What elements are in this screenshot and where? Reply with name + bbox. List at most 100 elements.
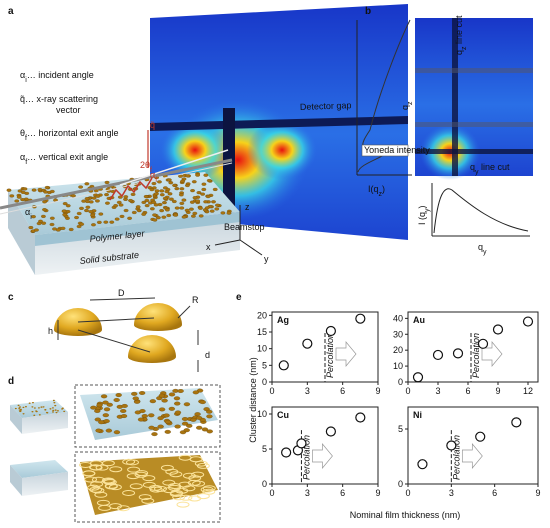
y-tick-label: 40 bbox=[393, 313, 403, 323]
cluster bbox=[129, 483, 143, 490]
cluster bbox=[84, 476, 98, 483]
nanoparticle bbox=[28, 226, 34, 230]
arrow bbox=[312, 443, 333, 469]
nanoparticle bbox=[18, 407, 21, 409]
cluster bbox=[162, 479, 176, 486]
nanoparticle bbox=[51, 411, 54, 413]
point bbox=[325, 325, 336, 337]
nanoparticle bbox=[149, 399, 156, 404]
nanoparticle bbox=[201, 427, 209, 432]
angle-label: αi bbox=[25, 207, 32, 221]
scatter-spot bbox=[247, 120, 317, 180]
point bbox=[492, 324, 504, 335]
nanoparticle bbox=[28, 402, 31, 404]
nanoparticle bbox=[190, 189, 195, 193]
nanoparticle bbox=[78, 185, 83, 189]
nanoparticle bbox=[168, 181, 174, 185]
y-tick-label: 0 bbox=[262, 377, 267, 387]
subscript: f bbox=[155, 177, 157, 184]
nanoparticle bbox=[179, 206, 185, 210]
nanoparticle bbox=[206, 179, 212, 183]
nanoparticle bbox=[41, 214, 46, 218]
axis-label: I(qz) bbox=[368, 184, 385, 198]
chart-title: Au bbox=[413, 315, 425, 325]
nanoparticle bbox=[195, 199, 201, 203]
nanoparticle bbox=[195, 415, 203, 420]
subscript: z bbox=[461, 46, 468, 50]
point bbox=[355, 313, 366, 324]
symbol: q̃ bbox=[150, 120, 155, 130]
y-tick-label: 10 bbox=[257, 344, 267, 354]
nanoparticle bbox=[33, 414, 36, 417]
cluster bbox=[91, 487, 105, 494]
nanoparticle bbox=[185, 174, 191, 178]
cluster bbox=[188, 475, 202, 482]
nanoparticle bbox=[62, 202, 68, 206]
nanoparticle bbox=[118, 203, 124, 207]
point bbox=[522, 316, 534, 327]
point bbox=[281, 447, 292, 458]
panel-label: b bbox=[365, 6, 371, 17]
nanoparticle bbox=[95, 428, 102, 433]
label: d bbox=[205, 350, 210, 360]
nanoparticle bbox=[104, 193, 109, 197]
cluster bbox=[169, 490, 183, 497]
arrow bbox=[461, 443, 483, 469]
nanoparticle bbox=[162, 201, 167, 205]
nanoparticle bbox=[49, 189, 55, 194]
x-tick-label: 9 bbox=[375, 488, 380, 498]
nanoparticle bbox=[186, 423, 193, 428]
nanoparticle bbox=[226, 211, 232, 215]
nanoparticle bbox=[192, 211, 198, 215]
nanoparticle bbox=[85, 205, 91, 209]
nanoparticle bbox=[154, 192, 159, 196]
nanoparticle bbox=[220, 211, 226, 215]
nanoparticle bbox=[174, 401, 181, 406]
axis-label: x bbox=[206, 242, 211, 252]
nanoparticle bbox=[106, 402, 113, 407]
incident-beam bbox=[0, 158, 233, 210]
legend-entry: q̃… x-ray scattering bbox=[20, 94, 98, 104]
nanoparticle bbox=[62, 213, 68, 217]
nanoparticle bbox=[84, 209, 89, 213]
cluster bbox=[138, 494, 152, 501]
nanoparticle bbox=[180, 179, 185, 183]
qz-cut bbox=[452, 18, 458, 176]
point bbox=[477, 338, 489, 349]
nanoparticle bbox=[157, 416, 164, 421]
label: Beamstop bbox=[224, 222, 265, 232]
nanoparticle bbox=[91, 196, 97, 200]
annotation: Percolation bbox=[471, 333, 481, 378]
label: Detector gap bbox=[300, 100, 352, 112]
nanoparticle bbox=[139, 391, 146, 395]
nanoparticle bbox=[181, 198, 187, 202]
point bbox=[452, 348, 464, 359]
detector-gap bbox=[150, 116, 408, 131]
wave bbox=[109, 177, 153, 201]
nanoparticle bbox=[105, 428, 113, 433]
yoneda-box bbox=[361, 144, 409, 157]
nanoparticle bbox=[103, 419, 110, 424]
text: ) bbox=[382, 184, 385, 194]
nanoparticle bbox=[163, 413, 170, 418]
chart-title: Ni bbox=[413, 410, 422, 420]
cluster bbox=[202, 485, 216, 492]
cluster bbox=[142, 475, 156, 482]
nanoparticle bbox=[141, 212, 147, 216]
nanoparticle bbox=[151, 182, 157, 186]
cluster bbox=[176, 501, 190, 508]
nanoparticle bbox=[45, 411, 48, 414]
nanoparticle bbox=[102, 400, 109, 405]
nanoparticle bbox=[104, 180, 110, 184]
nanoparticle bbox=[33, 407, 36, 409]
symbol: α bbox=[20, 152, 25, 162]
annotation: Percolation bbox=[301, 435, 311, 480]
nanoparticle bbox=[14, 199, 20, 203]
nanoparticle bbox=[206, 414, 213, 419]
nanoparticle bbox=[166, 178, 172, 182]
nanoparticle bbox=[65, 204, 71, 208]
panel-label: c bbox=[8, 292, 14, 303]
x-tick-label: 0 bbox=[405, 386, 410, 396]
cluster bbox=[109, 503, 123, 510]
nanoparticle bbox=[141, 200, 147, 204]
